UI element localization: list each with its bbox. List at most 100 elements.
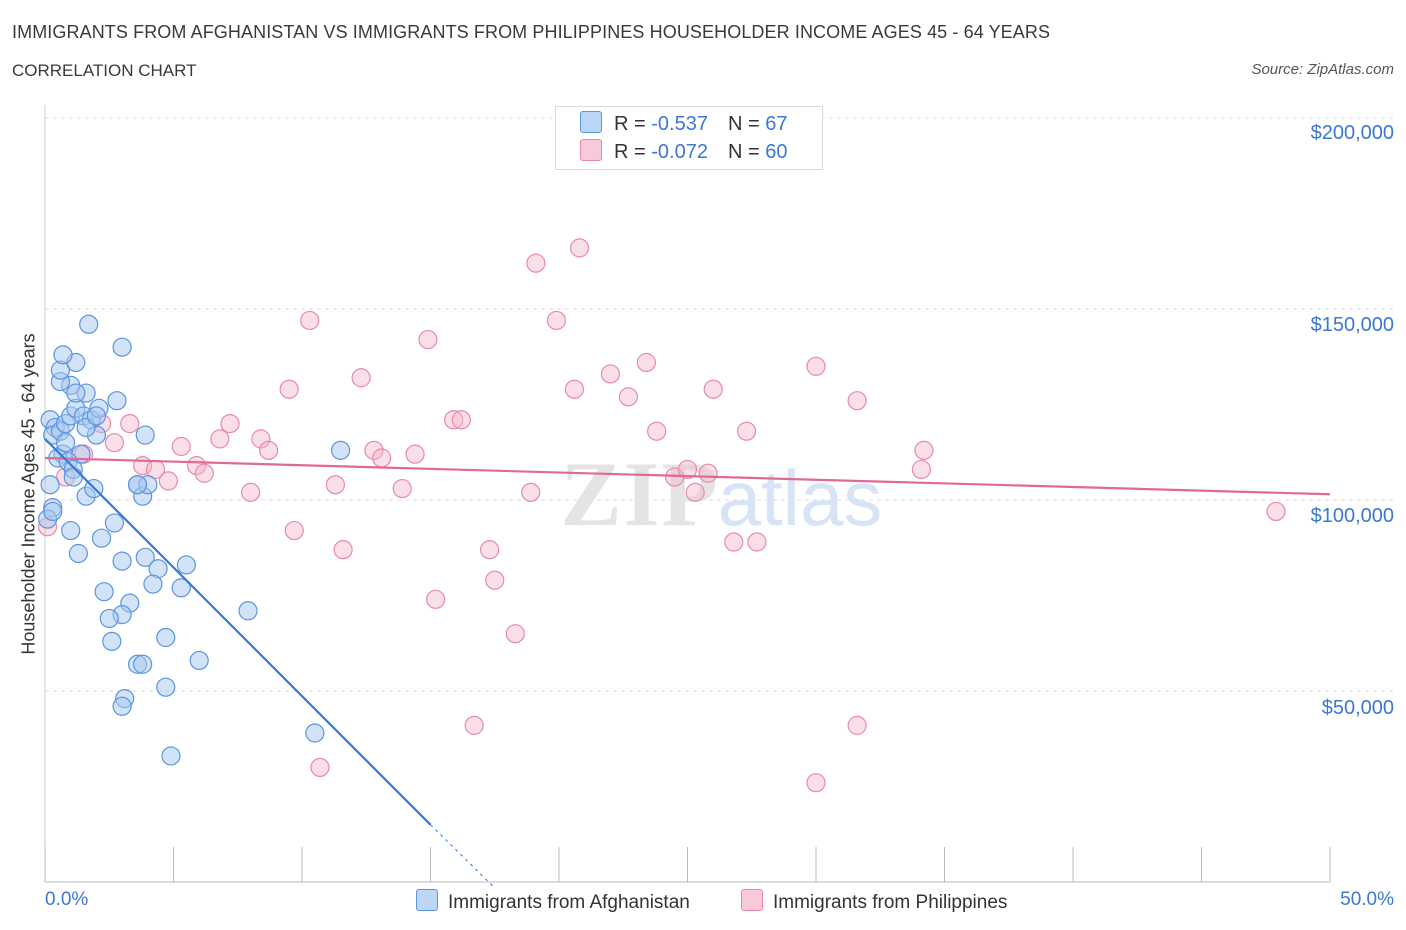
- afghanistan-point: [63, 467, 83, 487]
- philippines-point: [526, 253, 546, 273]
- afghanistan-point: [112, 337, 132, 357]
- philippines-point: [703, 379, 723, 399]
- afghanistan-point: [176, 555, 196, 575]
- afghanistan-point: [133, 654, 153, 674]
- philippines-point: [258, 440, 279, 460]
- philippines-point: [724, 532, 744, 552]
- afghanistan-point: [66, 383, 86, 403]
- legend-n-value: 67: [765, 113, 788, 135]
- bottom-legend-afghanistan: Immigrants from Afghanistan: [416, 889, 690, 914]
- philippines-point: [737, 421, 757, 441]
- x-tick-label-right: 50.0%: [1340, 889, 1394, 910]
- chart-title: IMMIGRANTS FROM AFGHANISTAN VS IMMIGRANT…: [12, 22, 1051, 42]
- afghanistan-point: [94, 582, 114, 602]
- afghanistan-point: [171, 578, 191, 598]
- y-tick-label: $200,000: [1310, 122, 1394, 144]
- philippines-point: [279, 379, 299, 399]
- philippines-point: [194, 463, 214, 483]
- y-axis-label: Householder Income Ages 45 - 64 years: [18, 333, 39, 655]
- legend-swatch-pink: [580, 139, 602, 161]
- philippines-point: [911, 459, 931, 480]
- philippines-point: [310, 757, 330, 778]
- philippines-point: [241, 482, 261, 502]
- afghanistan-point: [330, 440, 351, 460]
- philippines-point: [685, 482, 705, 502]
- afghanistan-point: [104, 513, 124, 533]
- watermark-atlas: atlas: [718, 454, 883, 542]
- afghanistan-point: [53, 345, 73, 365]
- afghanistan-point: [135, 425, 155, 445]
- philippines-point: [418, 329, 438, 350]
- philippines-point: [158, 471, 178, 491]
- bottom-legend-swatch-blue: [416, 889, 438, 911]
- philippines-point: [405, 444, 425, 464]
- chart-subtitle: CORRELATION CHART: [12, 61, 197, 80]
- philippines-point: [333, 540, 353, 560]
- philippines-point: [485, 570, 505, 590]
- philippines-point: [847, 715, 867, 735]
- philippines-point: [806, 356, 826, 376]
- legend-row-afghanistan: R = -0.537 N = 67: [580, 111, 787, 139]
- afghanistan-trend-line: [44, 438, 432, 826]
- afghanistan-point: [55, 433, 76, 453]
- philippines-point: [636, 352, 656, 373]
- philippines-point: [364, 440, 384, 460]
- philippines-point: [372, 448, 392, 468]
- afghanistan-trend-extension: [430, 824, 496, 889]
- philippines-point: [806, 773, 826, 793]
- philippines-trend-line: [44, 456, 1331, 496]
- legend-n-value: 60: [765, 141, 788, 163]
- afghanistan-point: [43, 501, 63, 522]
- philippines-point: [564, 379, 585, 399]
- afghanistan-point: [238, 601, 258, 621]
- philippines-points: [37, 238, 1286, 793]
- afghanistan-point: [79, 314, 99, 334]
- afghanistan-point: [161, 746, 181, 766]
- philippines-point: [284, 520, 304, 541]
- philippines-point: [251, 429, 271, 449]
- afghanistan-point: [143, 574, 163, 594]
- philippines-point: [120, 414, 140, 434]
- afghanistan-point: [305, 723, 325, 743]
- x-tick-label-left: 0.0%: [45, 889, 89, 910]
- legend-r-value: -0.072: [651, 141, 708, 163]
- afghanistan-point: [107, 391, 127, 411]
- y-tick-label: $50,000: [1321, 697, 1394, 719]
- philippines-point: [505, 624, 525, 644]
- philippines-point: [521, 482, 541, 502]
- philippines-point: [220, 414, 240, 434]
- legend-r-label: R =: [614, 113, 652, 135]
- bottom-legend-label: Immigrants from Afghanistan: [448, 892, 690, 913]
- watermark-zip: ZIP: [560, 443, 719, 545]
- legend-n-label: N =: [727, 113, 766, 135]
- philippines-point: [171, 436, 191, 457]
- afghanistan-point: [68, 543, 89, 564]
- source-label: Source: ZipAtlas.com: [1251, 61, 1394, 78]
- philippines-point: [351, 368, 371, 388]
- legend-r-label: R =: [614, 141, 652, 163]
- axes: [44, 105, 1331, 883]
- correlation-legend: R = -0.537 N = 67 R = -0.072 N = 60: [555, 106, 823, 170]
- afghanistan-point: [189, 650, 209, 671]
- philippines-point: [451, 410, 471, 430]
- afghanistan-point: [127, 475, 148, 495]
- philippines-point: [847, 391, 867, 411]
- y-tick-label: $150,000: [1310, 314, 1394, 336]
- afghanistan-point: [99, 608, 119, 629]
- bottom-legend-swatch-pink: [741, 889, 763, 911]
- afghanistan-point: [135, 547, 155, 567]
- philippines-point: [426, 589, 446, 609]
- philippines-point: [300, 310, 320, 331]
- philippines-point: [546, 310, 567, 331]
- afghanistan-point: [102, 631, 122, 651]
- philippines-point: [618, 387, 638, 407]
- philippines-point: [464, 715, 484, 735]
- philippines-point: [747, 532, 767, 552]
- afghanistan-point: [86, 406, 107, 426]
- afghanistan-point: [156, 677, 176, 697]
- afghanistan-point: [40, 475, 60, 495]
- philippines-point: [444, 410, 464, 430]
- afghanistan-point: [112, 696, 132, 716]
- legend-r-value: -0.537: [651, 113, 708, 135]
- bottom-legend-philippines: Immigrants from Philippines: [741, 889, 1007, 914]
